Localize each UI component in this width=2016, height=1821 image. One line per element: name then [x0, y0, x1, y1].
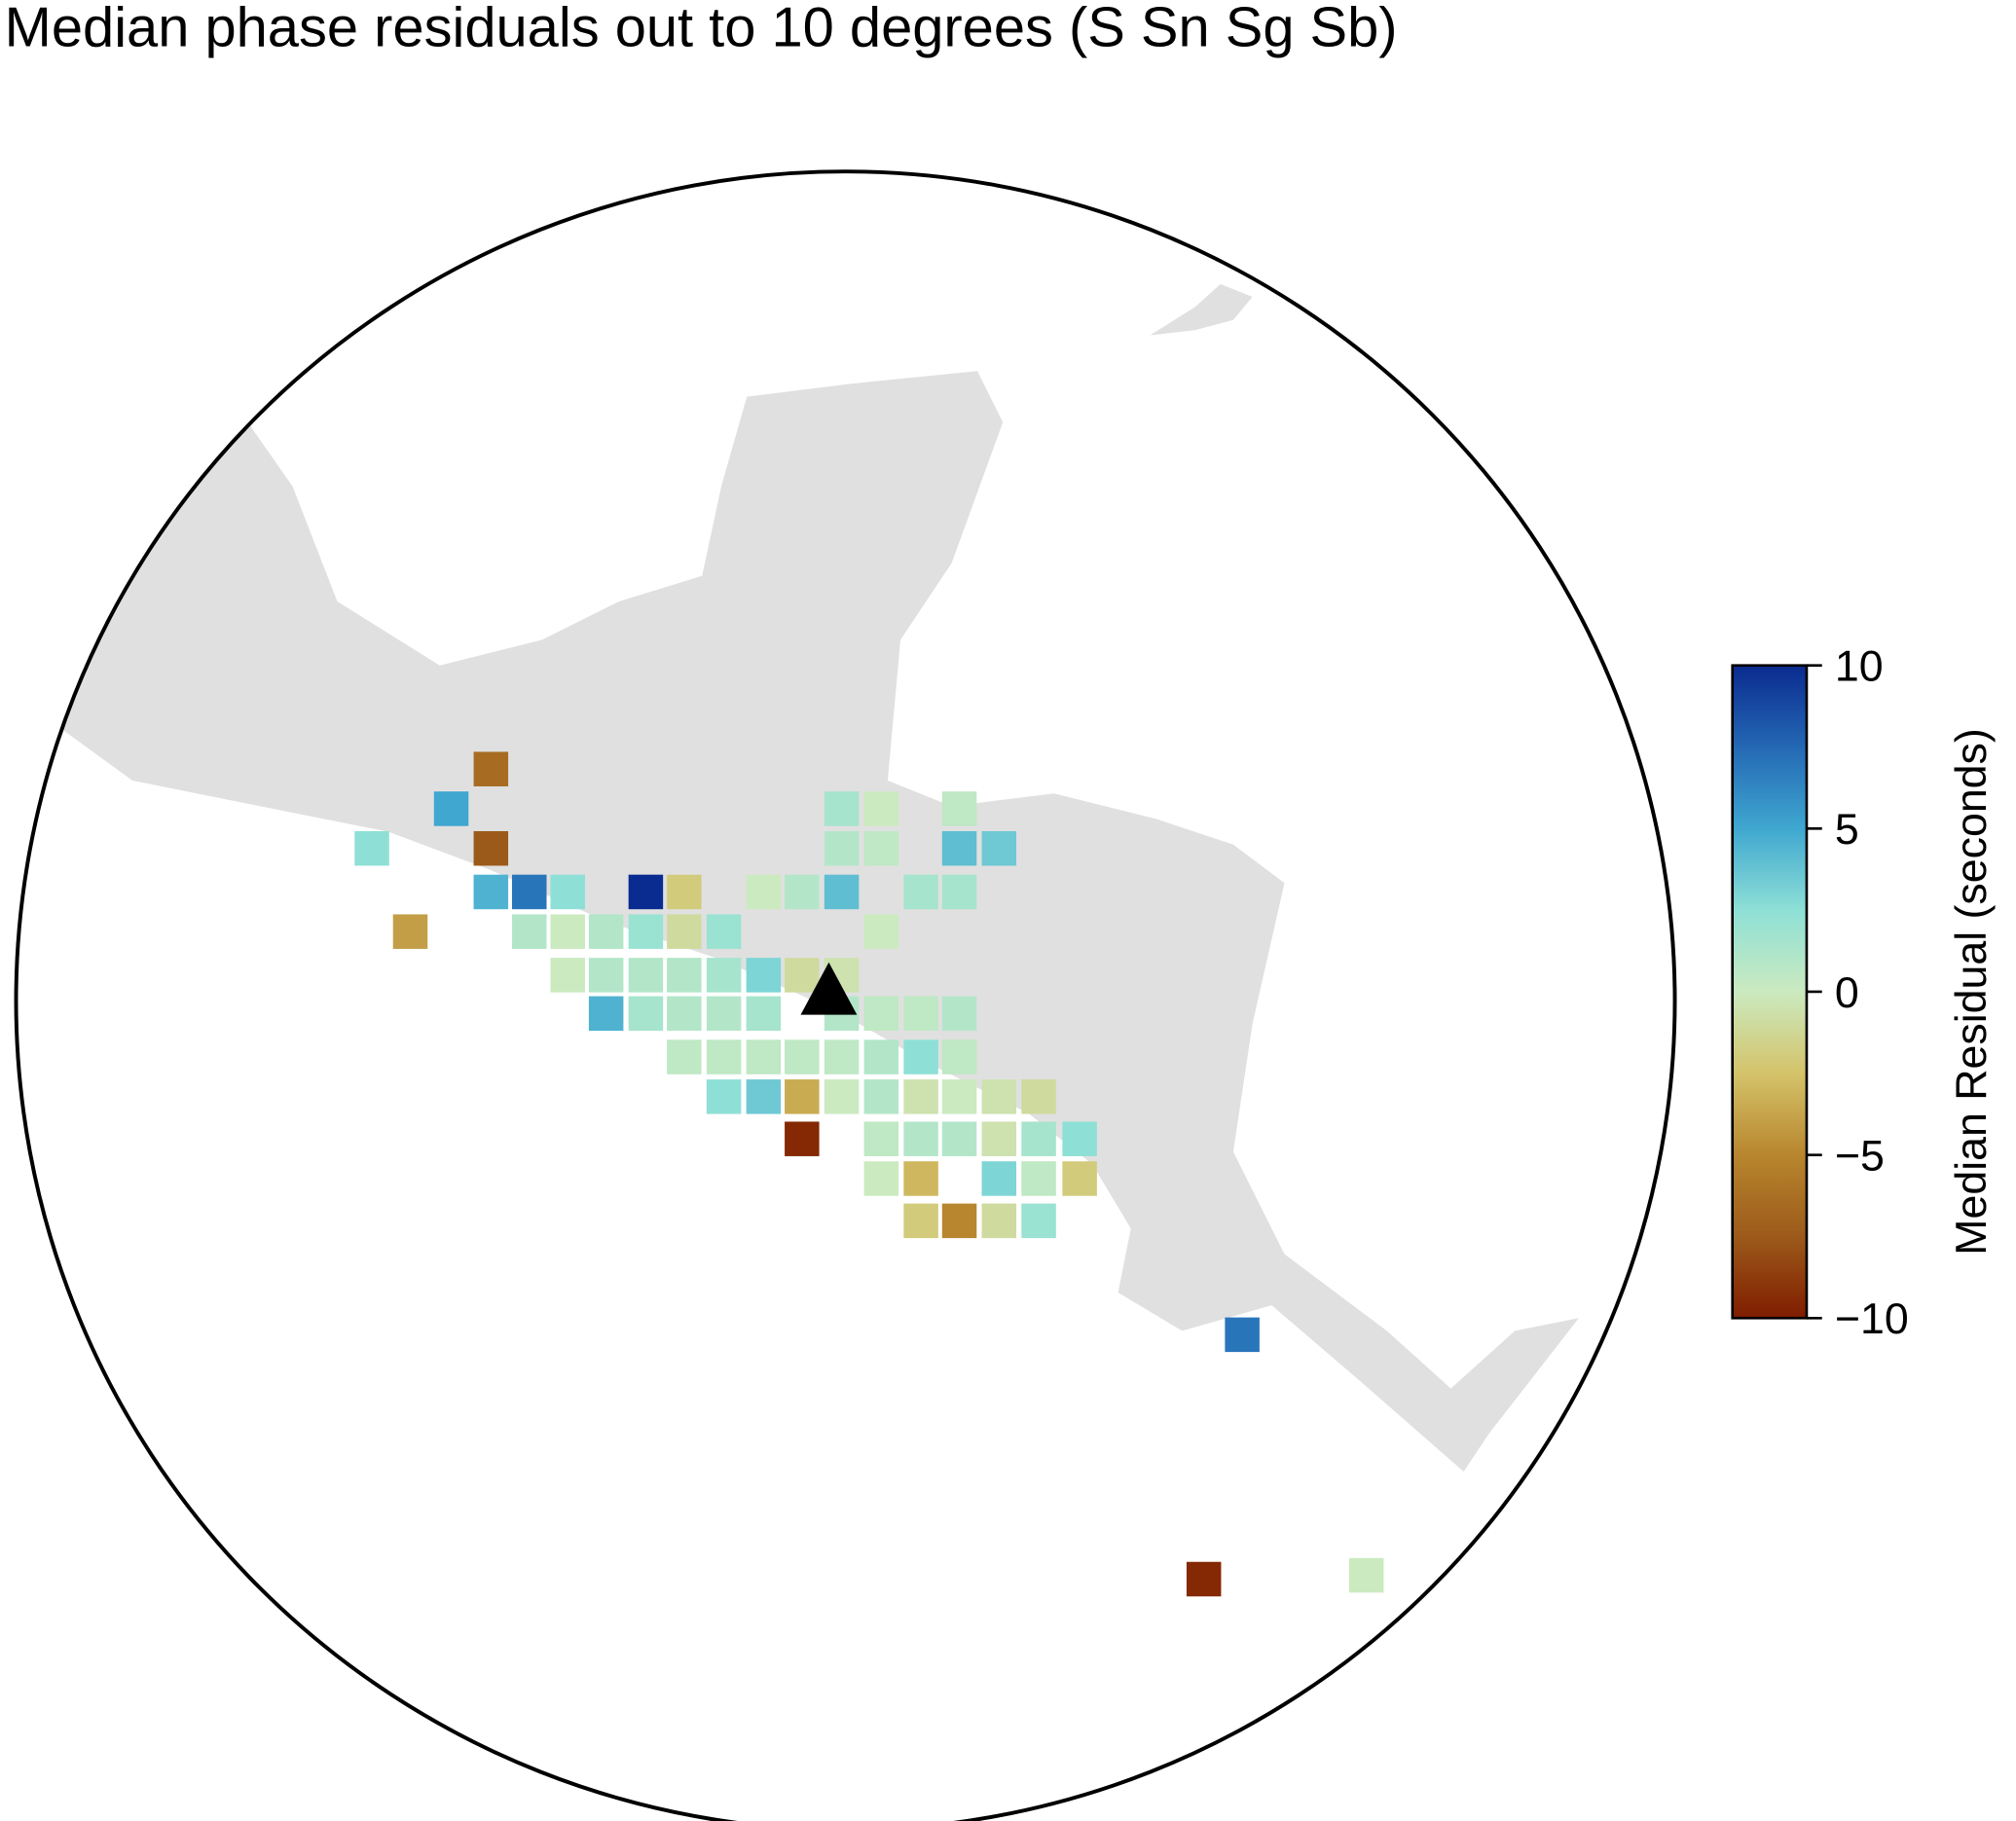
residual-cell [824, 874, 860, 910]
residual-cell [863, 1039, 899, 1074]
residual-cell [824, 791, 860, 826]
residual-cell [941, 1203, 977, 1239]
residual-cell [981, 830, 1017, 866]
residual-cell [473, 830, 509, 866]
residual-cell [941, 1121, 977, 1156]
residual-cell [785, 1079, 820, 1114]
residual-cell [746, 1039, 782, 1074]
chart-title: Median phase residuals out to 10 degrees… [5, 0, 1398, 58]
residual-cell [1021, 1079, 1056, 1114]
residual-cell [863, 830, 899, 866]
residual-cell [667, 914, 702, 949]
residual-cell [824, 1039, 860, 1074]
residual-cell [863, 1079, 899, 1114]
residual-cell [550, 914, 585, 949]
residual-cell [746, 958, 782, 993]
residual-cell [706, 1039, 742, 1074]
residual-cell [941, 874, 977, 910]
residual-cell [667, 996, 702, 1032]
residual-cell [824, 830, 860, 866]
residual-cell [903, 1121, 938, 1156]
residual-cell [746, 874, 782, 910]
residual-cell [550, 874, 585, 910]
residual-cell [903, 1203, 938, 1239]
residual-cell [1186, 1561, 1222, 1597]
residual-cell [863, 996, 899, 1032]
residual-cell [981, 1161, 1017, 1196]
residual-cell [706, 958, 742, 993]
residual-cell [785, 1039, 820, 1074]
residual-cell [903, 1161, 938, 1196]
residual-cell [628, 914, 664, 949]
residual-cell [588, 996, 624, 1032]
residual-cell [981, 1121, 1017, 1156]
residual-cell [667, 874, 702, 910]
residual-cell [628, 996, 664, 1032]
residual-cell [1225, 1317, 1260, 1353]
residual-cell [941, 1039, 977, 1074]
residual-cell [1021, 1121, 1056, 1156]
residual-cell [667, 1039, 702, 1074]
residual-cell [746, 996, 782, 1032]
residual-cell [941, 996, 977, 1032]
residual-cell [392, 914, 428, 949]
residual-cell [981, 1079, 1017, 1114]
colorbar-label: Median Residual (seconds) [1948, 728, 1996, 1256]
colorbar-tick-label: −10 [1835, 1295, 1909, 1343]
residual-cell [1021, 1203, 1056, 1239]
residual-cell [706, 914, 742, 949]
residual-cell [903, 1079, 938, 1114]
residual-cell [903, 874, 938, 910]
residual-cell [941, 830, 977, 866]
residual-cell [863, 1121, 899, 1156]
residual-cell [433, 791, 469, 826]
residual-cell [785, 1121, 820, 1156]
colorbar [1731, 664, 1809, 1320]
residual-cell [1348, 1557, 1384, 1593]
residual-cell [824, 1079, 860, 1114]
residual-cell [473, 751, 509, 786]
residual-cell [863, 791, 899, 826]
residual-cell [1062, 1121, 1097, 1156]
residual-cell [706, 996, 742, 1032]
residual-cell [512, 874, 547, 910]
residual-cell [903, 1039, 938, 1074]
residual-cell [354, 830, 389, 866]
residual-cell [941, 791, 977, 826]
residual-cell [706, 1079, 742, 1114]
residual-cell [903, 996, 938, 1032]
residual-cell [512, 914, 547, 949]
residual-cell [588, 914, 624, 949]
residual-cell [473, 874, 509, 910]
residual-cell [746, 1079, 782, 1114]
colorbar-tick-label: −5 [1835, 1132, 1885, 1180]
residual-cell [1021, 1161, 1056, 1196]
residual-cell [785, 958, 820, 993]
residual-cell [1062, 1161, 1097, 1196]
residual-cell [628, 874, 664, 910]
residual-cell [863, 1161, 899, 1196]
colorbar-tick-label: 5 [1835, 806, 1859, 854]
residual-cell [785, 874, 820, 910]
residual-cell [667, 958, 702, 993]
residual-cell [981, 1203, 1017, 1239]
residual-cell [941, 1079, 977, 1114]
map-frame [14, 169, 1677, 1821]
residual-cell [628, 958, 664, 993]
land [29, 283, 1579, 1473]
colorbar-tick-label: 0 [1835, 969, 1859, 1017]
residual-cell [588, 958, 624, 993]
residual-cell [863, 914, 899, 949]
station [800, 962, 858, 1015]
residual-cell [550, 958, 585, 993]
colorbar-tick-label: 10 [1835, 642, 1884, 690]
